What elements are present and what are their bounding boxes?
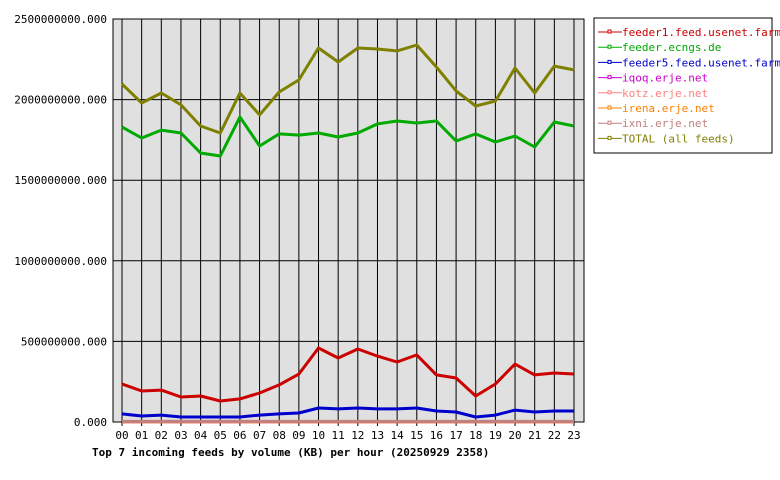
x-tick-label: 14 [391,429,405,442]
legend-label: feeder5.feed.usenet.farm [622,56,780,69]
x-tick-label: 17 [449,429,462,442]
legend-label: feeder.ecngs.de [622,41,721,54]
x-tick-label: 21 [528,429,541,442]
y-tick-label: 1000000000.000 [14,255,107,268]
x-tick-label: 07 [253,429,266,442]
x-tick-label: 16 [430,429,443,442]
x-tick-label: 09 [292,429,305,442]
legend-marker [607,29,612,34]
legend-marker [607,75,612,80]
series-line [121,115,575,158]
legend-label: ixni.erje.net [622,117,708,130]
legend-label: TOTAL (all feeds) [622,132,735,145]
x-tick-label: 11 [332,429,345,442]
plot-area [112,18,585,423]
x-tick-label: 02 [155,429,168,442]
legend-marker [607,105,612,110]
x-tick-label: 10 [312,429,325,442]
x-tick-label: 15 [410,429,423,442]
series-line [121,406,574,419]
x-tick-label: 00 [115,429,128,442]
y-tick-label: 0.000 [74,416,107,429]
legend-marker [607,120,612,125]
x-tick-labels: 00 01 02 03 04 05 06 07 08 09 10 11 12 13 14 15 16 17 18 19… [115,429,580,442]
x-tick-label: 06 [233,429,246,442]
y-tick-labels: 0.000 500000000.000 1000000000.000 15000000… [14,13,107,429]
legend: feeder1.feed.usenet.farm feeder.ecngs.de f… [593,17,780,154]
x-tick-label: 13 [371,429,384,442]
x-tick-label: 12 [351,429,364,442]
y-tick-label: 2500000000.000 [14,13,107,26]
chart-title: Top 7 incoming feeds by volume (KB) per … [92,446,489,459]
legend-label: iqoq.erje.net [622,72,708,85]
legend-marker [607,44,612,49]
x-tick-label: 08 [273,429,286,442]
x-tick-label: 19 [489,429,502,442]
x-tick-label: 03 [174,429,187,442]
y-tick-label: 1500000000.000 [14,174,107,187]
legend-label: kotz.erje.net [622,87,708,100]
x-tick-label: 22 [548,429,561,442]
legend-marker [607,90,612,95]
x-tick-label: 05 [214,429,227,442]
x-tick-label: 20 [508,429,521,442]
legend-marker [607,135,612,140]
y-tick-label: 500000000.000 [21,335,107,348]
series-line [120,43,575,135]
x-tick-label: 23 [567,429,580,442]
legend-marker [607,59,612,64]
x-tick-label: 01 [135,429,148,442]
series-line [121,346,575,403]
legend-label: irena.erje.net [622,102,715,115]
x-tick-label: 04 [194,429,208,442]
y-tick-label: 2000000000.000 [14,94,107,107]
series-lines [120,43,575,424]
grid [113,18,584,426]
legend-label: feeder1.feed.usenet.farm [622,26,780,39]
x-tick-label: 18 [469,429,482,442]
